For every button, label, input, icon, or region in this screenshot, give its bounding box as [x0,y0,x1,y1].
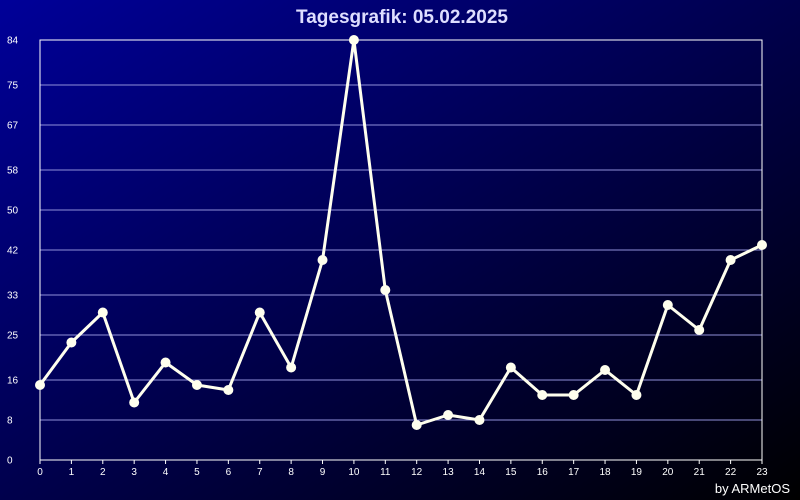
y-tick-label: 84 [7,36,19,47]
data-point [66,337,77,348]
data-point [317,255,328,265]
y-tick-label: 75 [7,81,19,92]
grid [40,84,762,421]
x-tick-label: 12 [411,467,423,478]
data-point [631,390,642,400]
data-point [160,357,171,368]
x-tick-label: 15 [505,467,517,478]
y-tick-label: 8 [7,416,13,427]
data-point [568,390,579,400]
data-point [443,410,454,420]
x-tick-label: 1 [69,467,75,478]
x-tick-label: 8 [288,467,294,478]
x-tick-label: 4 [163,467,169,478]
x-tick-label: 9 [320,467,326,478]
data-point [254,307,265,318]
x-tick-label: 14 [474,467,486,478]
data-point [537,390,548,400]
series [35,35,767,430]
x-tick-label: 23 [756,467,768,478]
data-point [600,365,611,375]
data-point [129,397,140,408]
x-tick-label: 2 [100,467,106,478]
data-point [223,385,234,395]
x-tick-label: 16 [537,467,549,478]
y-tick-label: 25 [7,331,19,342]
x-tick-label: 3 [131,467,137,478]
x-tick-label: 0 [37,467,43,478]
y-tick-label: 42 [7,246,19,257]
y-tick-label: 16 [7,376,19,387]
data-point [505,362,516,373]
data-point [191,380,202,390]
y-tick-label: 33 [7,291,19,302]
x-tick-label: 20 [662,467,674,478]
x-tick-label: 19 [631,467,643,478]
y-tick-label: 0 [7,456,13,467]
x-tick-label: 10 [348,467,360,478]
chart-title: Tagesgrafik: 05.02.2025 [296,7,508,28]
data-point [97,307,108,318]
x-tick-label: 6 [226,467,232,478]
x-tick-label: 17 [568,467,580,478]
data-point [474,415,485,425]
data-point [411,420,422,430]
x-tick-label: 21 [694,467,706,478]
x-tick-label: 11 [380,467,391,478]
x-tick-label: 13 [443,467,455,478]
y-tick-label: 50 [7,206,19,217]
data-point [694,325,705,335]
x-tick-label: 22 [725,467,737,478]
data-point [757,240,767,250]
data-point [35,380,45,390]
data-point [725,255,736,265]
data-point [348,35,359,45]
chart-credit: by ARMetOS [715,481,790,496]
y-tick-label: 58 [7,166,19,177]
data-point [286,362,297,373]
data-point [380,285,391,295]
x-tick-label: 7 [257,467,263,478]
x-tick-label: 18 [599,467,611,478]
x-tick-label: 5 [194,467,200,478]
series-line [38,38,763,427]
y-tick-label: 67 [7,121,19,132]
data-point [662,300,673,310]
